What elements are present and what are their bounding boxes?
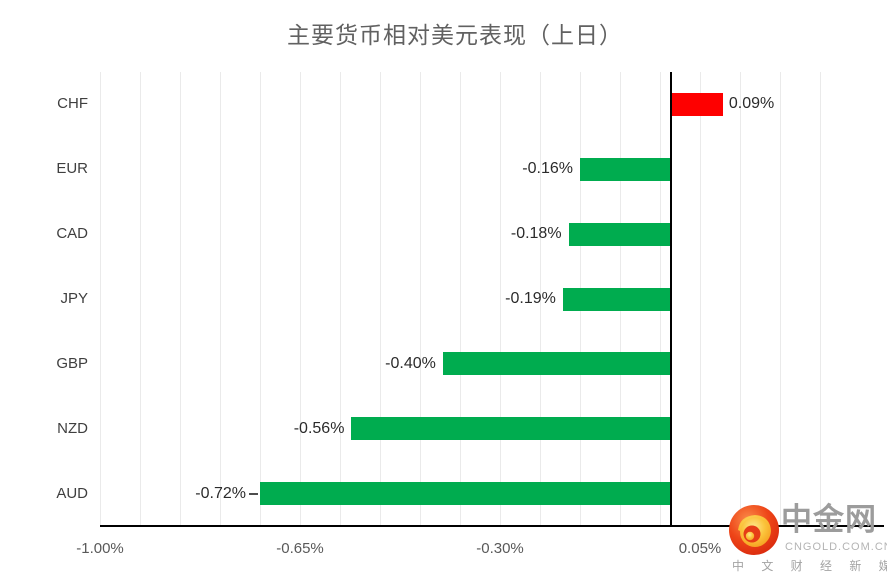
x-tick-label: -0.30% [476, 540, 524, 557]
cngold-logo-icon [729, 505, 779, 555]
gridline [379, 72, 381, 526]
category-label-eur: EUR [56, 160, 88, 178]
chart-title: 主要货币相对美元表现（上日） [287, 23, 623, 49]
bar-value-label: -0.18% [510, 225, 562, 243]
x-tick-label: -1.00% [76, 540, 124, 557]
bar-aud [260, 482, 672, 506]
bar-nzd [351, 417, 672, 441]
category-label-gbp: GBP [56, 354, 88, 372]
gridline [459, 72, 461, 526]
category-label-aud: AUD [56, 484, 88, 502]
gridline [99, 72, 101, 526]
x-axis-line [100, 525, 884, 527]
category-label-chf: CHF [57, 95, 88, 113]
bar-value-label: -0.40% [385, 354, 436, 372]
cngold-logo-name: 中金网 [781, 502, 877, 538]
zero-baseline [670, 72, 673, 526]
gridline [499, 72, 501, 526]
gridline [259, 72, 261, 526]
bar-value-label: -0.16% [522, 160, 573, 178]
gridline [179, 72, 181, 526]
cngold-logo-tagline: 中 文 财 经 新 媒 体 [732, 559, 887, 573]
gridline [219, 72, 221, 526]
gridline [299, 72, 301, 526]
bar-value-label: -0.19% [505, 290, 556, 307]
x-tick-label: -0.65% [276, 540, 324, 557]
bar-jpy [562, 287, 672, 311]
category-label-jpy: JPY [60, 290, 88, 307]
gridline [739, 72, 741, 526]
gridline [139, 72, 141, 526]
gridline [419, 72, 421, 526]
gridline [819, 72, 821, 526]
bar-value-label: -0.72% [195, 484, 246, 502]
bar-value-label: -0.56% [293, 419, 345, 437]
category-label-cad: CAD [56, 225, 88, 243]
bar-chf [671, 92, 723, 116]
label-leader-dash [249, 492, 258, 495]
category-label-nzd: NZD [57, 419, 88, 437]
cngold-watermark: 中金网 CNGOLD.COM.CN 中 文 财 经 新 媒 体 [728, 500, 887, 580]
cngold-logo-domain: CNGOLD.COM.CN [785, 541, 887, 553]
gridline [779, 72, 781, 526]
x-tick-label: 0.05% [678, 540, 722, 557]
gridline [699, 72, 701, 526]
bar-eur [580, 157, 672, 181]
bar-value-label: 0.09% [728, 95, 775, 113]
gridline [339, 72, 341, 526]
bar-gbp [442, 352, 672, 376]
gridline [539, 72, 541, 526]
bar-cad [568, 222, 672, 246]
